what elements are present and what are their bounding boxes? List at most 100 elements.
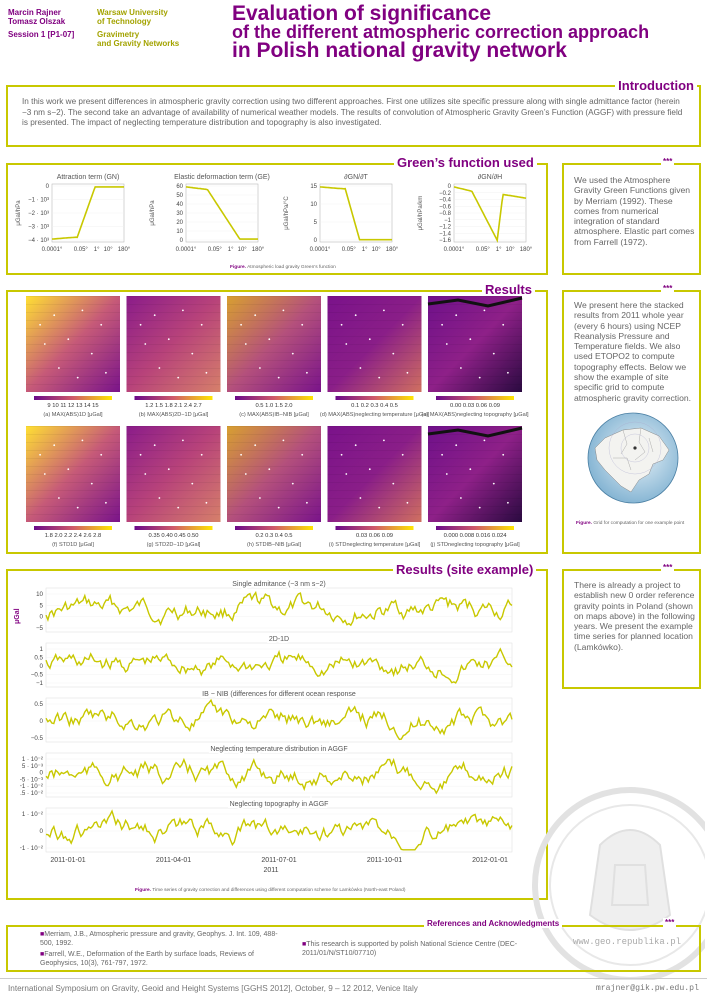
station-point (53, 444, 56, 447)
result-map-band (126, 352, 221, 353)
results-side-text: We present here the stacked results from… (574, 300, 692, 403)
refs-box (6, 925, 701, 972)
greens-ytick: −1.2 (439, 225, 452, 231)
result-map-band (26, 336, 120, 337)
colorbar (235, 396, 313, 400)
greens-plot-3: ∂GN/∂T μGal/hPa/°C 15 10 5 0 0.0001° 0.05° 1° 10°… (284, 174, 399, 253)
result-map-band (428, 368, 522, 369)
result-map-band (428, 514, 522, 515)
ack-text: This research is supported by polish Nat… (302, 941, 518, 957)
result-map-2: 1.2 1.5 1.8 2.1 2.4 2.7 (b) MAX(ABS)2D−1D… (126, 296, 221, 418)
result-map-band (428, 450, 522, 451)
ack-item: ■This research is supported by polish Na… (302, 941, 518, 957)
colorbar (335, 396, 414, 400)
footer-text: International Symposium on Gravity, Geoi… (8, 984, 418, 993)
timeseries-ytick: 0.5 (34, 701, 43, 708)
timeseries-ytick: 0 (40, 663, 44, 670)
result-map-band (227, 442, 321, 443)
result-map-band (327, 426, 422, 427)
result-map-band (428, 328, 522, 329)
result-map-band (327, 352, 422, 353)
result-map-band (227, 360, 321, 361)
division-line-2: and Gravity Networks (97, 39, 180, 48)
timeseries-ytick: −1 (36, 680, 44, 687)
result-map-band (428, 490, 522, 491)
greens-xtick: 10° (372, 247, 382, 253)
station-point (90, 482, 93, 485)
station-point (277, 376, 280, 379)
map-caption: (e) MAX(ABS)neglecting topography [μGal] (421, 412, 529, 418)
result-map-band (428, 384, 522, 385)
timeseries-panel-3: IB − NIB (differences for different ocea… (31, 689, 513, 743)
station-point (469, 338, 472, 341)
result-map-band (227, 376, 321, 377)
result-map-band (227, 352, 321, 353)
results-box (6, 290, 548, 554)
result-map-field (26, 296, 120, 392)
result-map-band (227, 498, 321, 499)
result-map-band (26, 320, 120, 321)
result-map-band (126, 304, 221, 305)
result-map-band (26, 328, 120, 329)
greens-ytick: −0.8 (439, 211, 452, 217)
globe-figure (587, 412, 679, 504)
result-map-band (126, 344, 221, 345)
result-map-band (227, 514, 321, 515)
result-map-band (26, 384, 120, 385)
station-point (105, 501, 107, 504)
result-map-band (428, 296, 522, 297)
result-map-band (126, 384, 221, 385)
station-point (383, 439, 385, 442)
greens-xtick: 0.0001° (310, 247, 331, 253)
timeseries-xtick: 2012-01-01 (472, 857, 508, 864)
station-point (144, 343, 147, 345)
site-heading: Results (site example) (393, 562, 537, 577)
result-map-band (126, 376, 221, 377)
station-point (43, 473, 46, 475)
timeseries-ytick: 0.5 (34, 655, 43, 662)
station-point (455, 314, 458, 317)
greens-xtick: 0.0001° (42, 247, 63, 253)
result-map-band (327, 434, 422, 435)
station-point (445, 473, 448, 475)
map-caption: (h) STDIB−NIB [μGal] (247, 542, 301, 548)
result-map-band (26, 466, 120, 467)
station-point (507, 501, 509, 504)
result-map-band (428, 352, 522, 353)
site-caption-label: Figure. (135, 888, 151, 893)
greens-ytick: 15 (310, 184, 317, 190)
greens-ytick: 20 (176, 220, 183, 226)
timeseries-line (45, 590, 513, 627)
results-side-stars: *** (661, 284, 675, 293)
author-1: Marcin Rajner (8, 8, 61, 17)
result-map-band (227, 344, 321, 345)
station-point (441, 453, 443, 456)
greens-ytick: −0.2 (439, 191, 452, 197)
result-map-band (327, 368, 422, 369)
greens-curve (453, 186, 527, 244)
greens-ytick: −1.4 (439, 231, 452, 237)
colorbar-ticks: 0.2 0.3 0.4 0.5 (255, 533, 292, 539)
greens-ytick: 5 (314, 220, 318, 226)
globe-caption-label: Figure. (576, 521, 592, 526)
greens-plot-1: Attraction term (GN) μGal/hPa 0 −1 · 10³ −2 … (16, 174, 131, 253)
result-map-band (428, 360, 522, 361)
result-map-band (327, 344, 422, 345)
greens-ytick: −1.6 (439, 238, 452, 244)
result-map-band (126, 368, 221, 369)
result-map-band (126, 312, 221, 313)
timeseries-ytick: 0 (40, 614, 44, 621)
result-map-band (327, 490, 422, 491)
greens-xtick: 10° (104, 247, 114, 253)
station-point (502, 453, 505, 456)
greens-curve (185, 186, 258, 240)
timeseries-panel-4: Neglecting temperature distribution in A… (20, 744, 513, 798)
greens-ytick: −0.6 (439, 204, 452, 210)
affiliation-block: Warsaw University of Technology Gravimet… (97, 8, 179, 48)
greens-plot-frame (319, 183, 393, 243)
station-point (182, 439, 184, 442)
station-point (445, 343, 448, 345)
station-point (392, 482, 395, 485)
station-point (158, 497, 161, 499)
title-line-3: in Polish national gravity network (232, 39, 567, 62)
